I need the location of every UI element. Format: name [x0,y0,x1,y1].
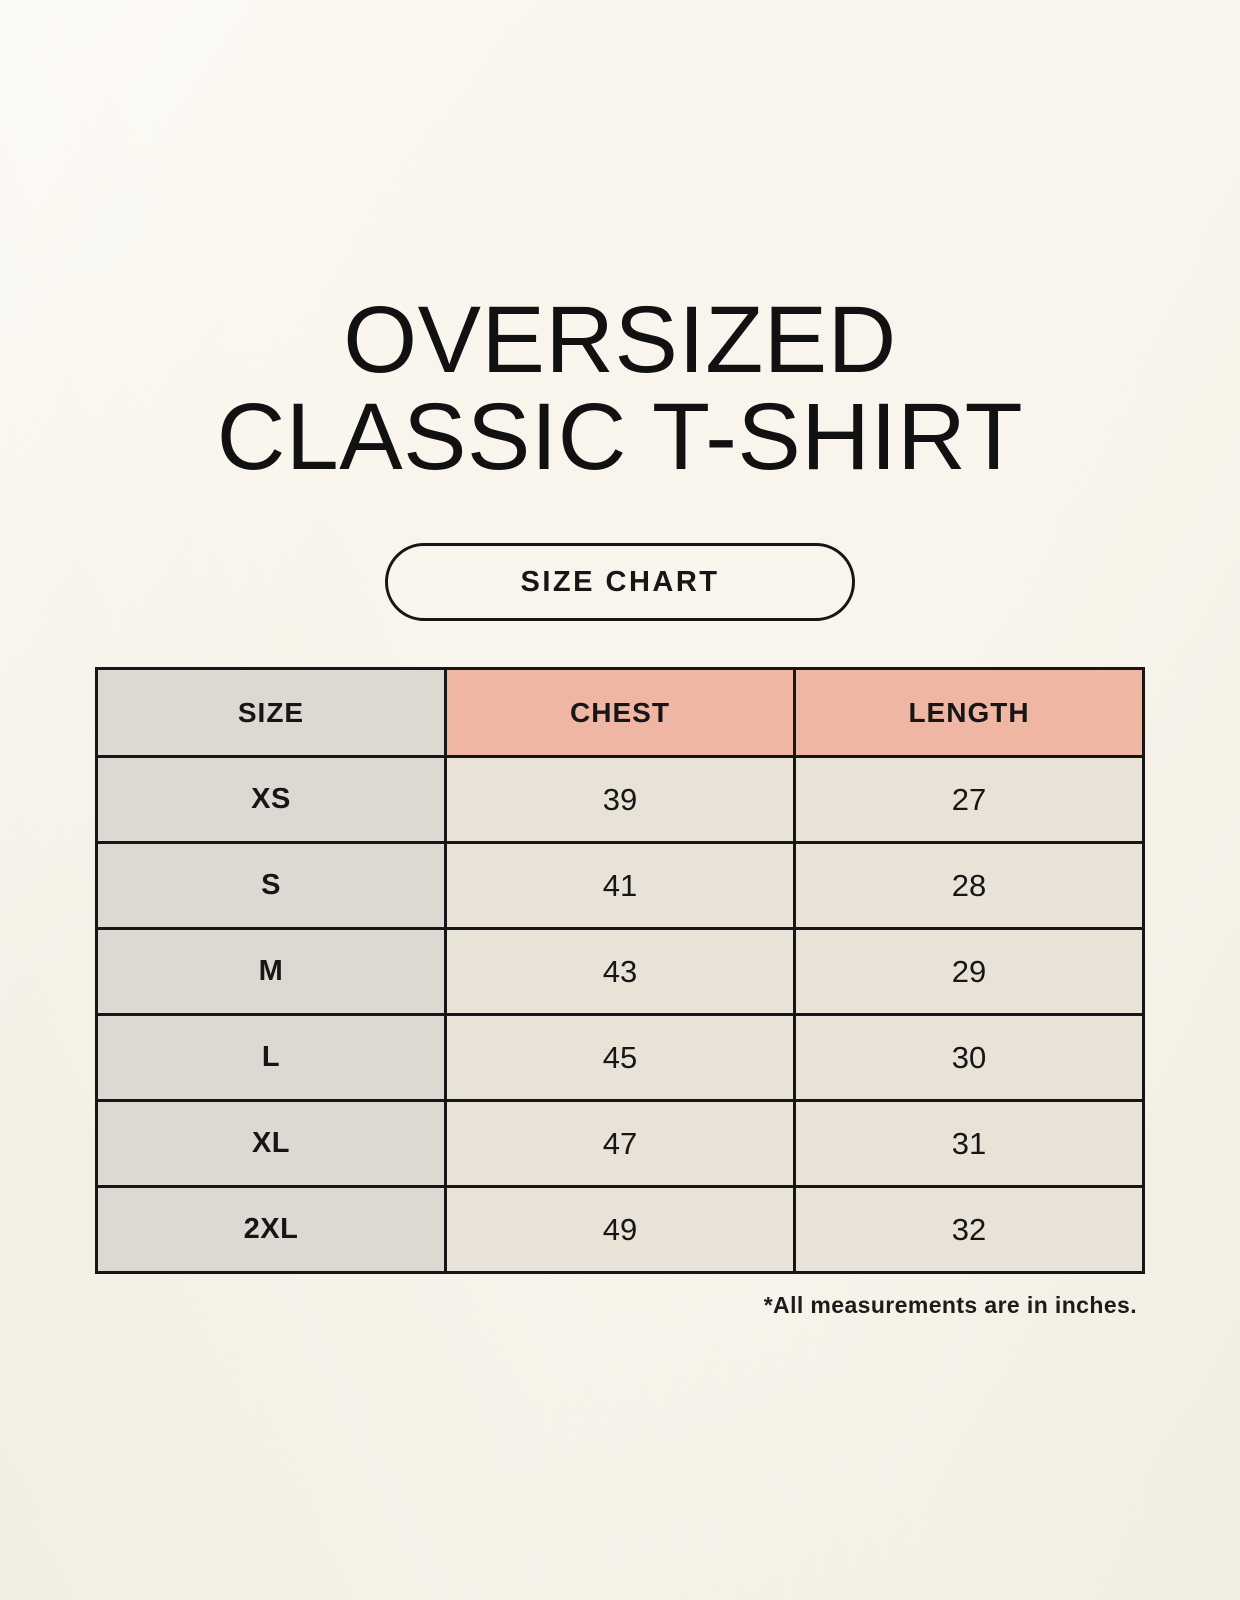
size-label: M [95,927,447,1016]
chest-value: 39 [444,755,796,844]
table-row: L 45 30 [95,1013,1145,1102]
chest-value: 49 [444,1185,796,1274]
size-chart-table: SIZE CHEST LENGTH XS 39 27 S 41 28 M 43 … [95,667,1145,1274]
column-header-chest: CHEST [444,667,796,758]
length-value: 32 [793,1185,1145,1274]
table-row: XS 39 27 [95,755,1145,844]
length-value: 31 [793,1099,1145,1188]
length-value: 27 [793,755,1145,844]
chest-value: 43 [444,927,796,1016]
product-title-line2: CLASSIC T-SHIRT [216,384,1024,490]
length-value: 30 [793,1013,1145,1102]
size-chart-button[interactable]: SIZE CHART [385,543,855,621]
chest-value: 45 [444,1013,796,1102]
size-chart-button-label: SIZE CHART [520,565,720,598]
product-title-line1: OVERSIZED [343,287,897,393]
chest-value: 41 [444,841,796,930]
table-row: 2XL 49 32 [95,1185,1145,1274]
chest-value: 47 [444,1099,796,1188]
size-label: 2XL [95,1185,447,1274]
length-value: 28 [793,841,1145,930]
table-row: XL 47 31 [95,1099,1145,1188]
size-label: XL [95,1099,447,1188]
measurements-note: *All measurements are in inches. [763,1292,1137,1318]
size-label: S [95,841,447,930]
size-label: L [95,1013,447,1102]
table-row: M 43 29 [95,927,1145,1016]
table-row: S 41 28 [95,841,1145,930]
column-header-size: SIZE [95,667,447,758]
size-label: XS [95,755,447,844]
column-header-length: LENGTH [793,667,1145,758]
length-value: 29 [793,927,1145,1016]
table-header-row: SIZE CHEST LENGTH [95,667,1145,758]
product-title: OVERSIZED CLASSIC T-SHIRT [0,292,1240,486]
